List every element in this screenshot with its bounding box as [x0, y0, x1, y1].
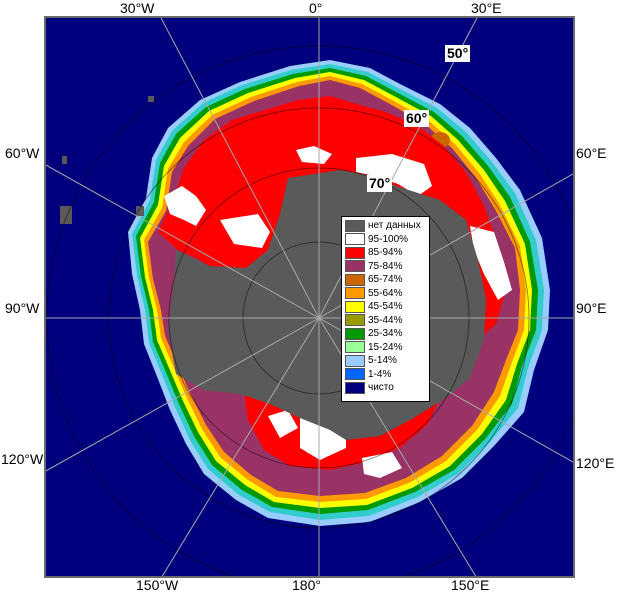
legend-swatch	[345, 300, 365, 313]
legend-row: 35-44%	[345, 314, 427, 328]
island-no-data	[148, 96, 154, 102]
ice-patch-95-100	[470, 226, 512, 300]
legend-row: 15-24%	[345, 341, 427, 355]
lon-label-0: 0°	[309, 0, 323, 16]
ice-patch-95-100	[296, 146, 332, 164]
meridian-150W	[161, 317, 320, 576]
ice-patch-95-100	[220, 214, 270, 248]
legend-row: 65-74%	[345, 273, 427, 287]
legend-label: 25-34%	[368, 328, 403, 340]
legend-row: 45-54%	[345, 300, 427, 314]
concentration-legend: нет данных 95-100% 85-94% 75-84% 65-74% …	[341, 216, 430, 402]
ice-patch-95-100	[362, 452, 402, 478]
lon-label-60e: 60°E	[576, 145, 607, 161]
meridian-120W	[46, 317, 320, 472]
legend-label: 65-74%	[368, 274, 403, 286]
lon-label-120e: 120°E	[576, 455, 615, 471]
legend-row: 5-14%	[345, 354, 427, 368]
ice-patch-95-100	[268, 410, 298, 438]
island-no-data	[136, 206, 144, 216]
legend-swatch	[345, 287, 365, 300]
legend-label: чисто	[368, 382, 394, 394]
legend-label: нет данных	[368, 220, 421, 232]
island-no-data	[62, 156, 67, 164]
legend-swatch	[345, 368, 365, 381]
legend-swatch	[345, 327, 365, 340]
legend-row: 1-4%	[345, 368, 427, 382]
lon-label-90e: 90°E	[576, 300, 607, 316]
legend-label: 75-84%	[368, 260, 403, 272]
legend-label: 15-24%	[368, 341, 403, 353]
lon-label-150e: 150°E	[451, 577, 490, 593]
legend-label: 5-14%	[368, 355, 397, 367]
legend-swatch	[345, 381, 365, 394]
lon-label-150w: 150°W	[136, 577, 179, 593]
lat-label-50: 50°	[445, 45, 471, 62]
legend-label: 55-64%	[368, 287, 403, 299]
legend-label: 1-4%	[368, 368, 392, 380]
lat-label-60: 60°	[404, 110, 430, 127]
legend-row: 85-94%	[345, 246, 427, 260]
legend-swatch	[345, 233, 365, 246]
lon-label-180: 180°	[292, 577, 321, 593]
legend-swatch	[345, 341, 365, 354]
legend-swatch	[345, 273, 365, 286]
legend-label: 95-100%	[368, 233, 409, 245]
legend-swatch	[345, 314, 365, 327]
legend-row: нет данных	[345, 219, 427, 233]
lon-label-60w: 60°W	[5, 145, 40, 161]
legend-row: 55-64%	[345, 287, 427, 301]
ice-patch-95-100	[164, 186, 206, 226]
lon-label-30w: 30°W	[120, 0, 155, 16]
legend-label: 35-44%	[368, 314, 403, 326]
legend-swatch	[345, 246, 365, 259]
legend-label: 85-94%	[368, 247, 403, 259]
lon-label-90w: 90°W	[5, 300, 40, 316]
legend-swatch	[345, 354, 365, 367]
legend-row: чисто	[345, 381, 427, 395]
meridian-30W	[160, 18, 320, 319]
lon-label-30e: 30°E	[471, 0, 502, 16]
meridian-60W	[46, 164, 320, 319]
legend-swatch	[345, 219, 365, 232]
lon-label-120w: 120°W	[1, 451, 44, 467]
legend-label: 45-54%	[368, 301, 403, 313]
lat-label-70: 70°	[367, 175, 393, 192]
legend-row: 75-84%	[345, 260, 427, 274]
legend-swatch	[345, 260, 365, 273]
legend-row: 95-100%	[345, 233, 427, 247]
island-no-data	[60, 206, 72, 224]
legend-row: 25-34%	[345, 327, 427, 341]
